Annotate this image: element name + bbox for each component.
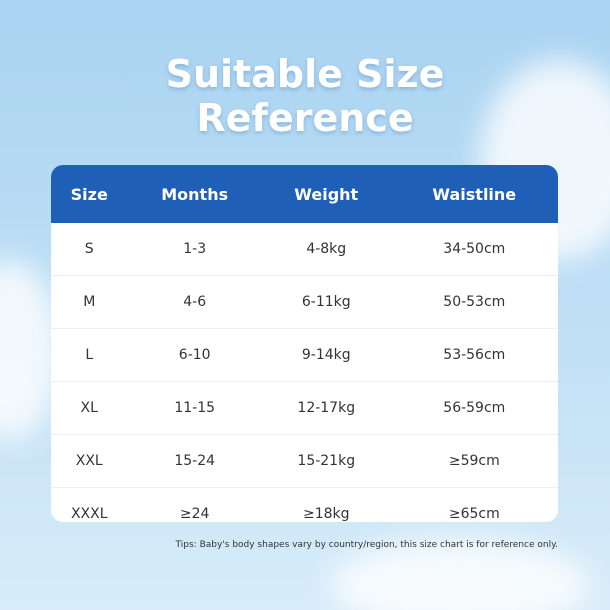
table-cell: XXXL (51, 487, 128, 522)
table-row: L 6-10 9-14kg 53-56cm (51, 328, 558, 382)
table-cell: S (84, 241, 94, 257)
table-cell: 53-56cm (390, 328, 558, 382)
table-cell: L (51, 328, 128, 382)
table-cell: XL (51, 381, 128, 435)
table-cell: M (51, 275, 128, 329)
column-header: Weight (261, 165, 391, 223)
size-table: Size Months Weight Waistline S 1-3 4-8kg 34-50c… (51, 165, 558, 522)
table-cell: 4-8kg (306, 241, 347, 257)
table-cell: 9-14kg (261, 328, 391, 382)
table-cell: 15-21kg (261, 434, 391, 488)
title: Suitable Size Reference (0, 52, 610, 140)
title-line: Reference (196, 96, 414, 140)
table-row: M 4-6 6-11kg 50-53cm (51, 275, 558, 329)
table-cell: 1-3 (183, 241, 207, 257)
column-header: Months (127, 165, 262, 223)
table-row: XL 11-15 12-17kg 56-59cm (51, 381, 558, 435)
table-cell: 11-15 (127, 381, 262, 435)
table-cell: 15-24 (127, 434, 262, 488)
table-row: XXXL ≥24 ≥18kg ≥65cm (51, 487, 558, 522)
table-cell: ≥65cm (390, 487, 558, 522)
table-cell: ≥18kg (261, 487, 391, 522)
title-line: Suitable Size (165, 52, 445, 96)
table-row: XXL 15-24 15-21kg ≥59cm (51, 434, 558, 488)
table-cell: ≥59cm (390, 434, 558, 488)
table-row: S 1-3 4-8kg 34-50cm (51, 223, 558, 276)
table-cell: 6-10 (127, 328, 262, 382)
column-header: Size (51, 165, 128, 223)
table-cell: XXL (51, 434, 128, 488)
table-cell: ≥24 (127, 487, 262, 522)
table-cell: 6-11kg (261, 275, 391, 329)
column-header: Waistline (390, 165, 558, 223)
table-cell: 56-59cm (390, 381, 558, 435)
table-cell: 34-50cm (443, 241, 506, 257)
table-cell: 4-6 (127, 275, 262, 329)
cloud (330, 540, 590, 610)
tips: Tips: Baby's body shapes vary by country… (175, 540, 558, 550)
table-cell: 50-53cm (390, 275, 558, 329)
table-cell: 12-17kg (261, 381, 391, 435)
